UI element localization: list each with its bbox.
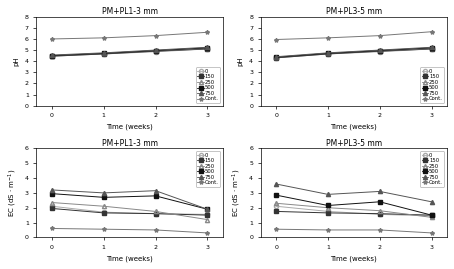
Title: PM+PL1-3 mm: PM+PL1-3 mm (102, 139, 158, 148)
Legend: 0, 150, 250, 500, 750, Cont.: 0, 150, 250, 500, 750, Cont. (420, 151, 444, 187)
Y-axis label: pH: pH (13, 56, 19, 66)
Y-axis label: EC (dS $\cdot$ m$^{-1}$): EC (dS $\cdot$ m$^{-1}$) (231, 169, 243, 217)
Legend: 0, 150, 250, 500, 750, Cont.: 0, 150, 250, 500, 750, Cont. (196, 151, 220, 187)
X-axis label: Time (weeks): Time (weeks) (331, 124, 377, 130)
Title: PM+PL3-5 mm: PM+PL3-5 mm (326, 7, 382, 16)
Legend: 0, 150, 250, 500, 750, Cont.: 0, 150, 250, 500, 750, Cont. (420, 67, 444, 103)
Y-axis label: EC (dS $\cdot$ m$^{-1}$): EC (dS $\cdot$ m$^{-1}$) (7, 169, 19, 217)
Y-axis label: pH: pH (237, 56, 243, 66)
Legend: 0, 150, 250, 500, 750, Cont.: 0, 150, 250, 500, 750, Cont. (196, 67, 220, 103)
Title: PM+PL1-3 mm: PM+PL1-3 mm (102, 7, 158, 16)
X-axis label: Time (weeks): Time (weeks) (331, 256, 377, 262)
X-axis label: Time (weeks): Time (weeks) (106, 124, 153, 130)
Title: PM+PL3-5 mm: PM+PL3-5 mm (326, 139, 382, 148)
X-axis label: Time (weeks): Time (weeks) (106, 256, 153, 262)
